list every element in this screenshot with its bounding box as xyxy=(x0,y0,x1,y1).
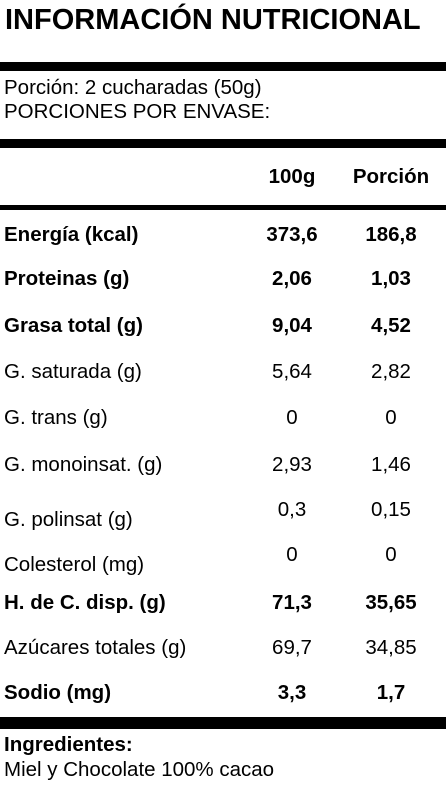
nutrient-value-100g: 69,7 xyxy=(272,636,312,659)
table-row: G. polinsat (g) 0,3 0,15 xyxy=(0,498,446,538)
serving-size: Porción: 2 cucharadas (50g) xyxy=(4,76,262,99)
column-header-100g: 100g xyxy=(268,165,316,188)
nutrient-name: G. saturada (g) xyxy=(4,360,142,383)
nutrient-value-100g: 9,04 xyxy=(272,314,312,337)
nutrient-value-serving: 0,15 xyxy=(371,498,411,521)
nutrient-value-serving: 35,65 xyxy=(365,591,417,614)
servings-per-package: PORCIONES POR ENVASE: xyxy=(4,100,271,123)
table-row: Sodio (mg) 3,3 1,7 xyxy=(0,681,446,721)
nutrient-value-serving: 4,52 xyxy=(371,314,411,337)
nutrient-value-serving: 1,7 xyxy=(376,681,406,704)
nutrient-name: G. monoinsat. (g) xyxy=(4,453,163,476)
column-header-serving: Porción xyxy=(352,165,430,188)
nutrient-value-100g: 2,06 xyxy=(272,267,312,290)
nutrient-name: G. polinsat (g) xyxy=(4,508,133,531)
nutrient-value-100g: 0 xyxy=(286,543,298,566)
table-row: G. monoinsat. (g) 2,93 1,46 xyxy=(0,453,446,493)
table-row: Grasa total (g) 9,04 4,52 xyxy=(0,314,446,354)
table-row: G. trans (g) 0 0 xyxy=(0,406,446,446)
nutrient-value-serving: 1,46 xyxy=(371,453,411,476)
table-row: H. de C. disp. (g) 71,3 35,65 xyxy=(0,591,446,631)
nutrient-value-100g: 0 xyxy=(286,406,298,429)
nutrient-name: Energía (kcal) xyxy=(4,223,139,246)
nutrient-value-100g: 2,93 xyxy=(272,453,312,476)
nutrient-value-100g: 0,3 xyxy=(277,498,307,521)
ingredients-text: Miel y Chocolate 100% cacao xyxy=(4,758,275,781)
nutrient-name: Sodio (mg) xyxy=(4,681,112,704)
nutrient-name: Proteinas (g) xyxy=(4,267,130,290)
ingredients-title: Ingredientes: xyxy=(4,733,133,756)
nutrient-value-serving: 0 xyxy=(385,543,397,566)
table-row: G. saturada (g) 5,64 2,82 xyxy=(0,360,446,400)
nutrient-name: Grasa total (g) xyxy=(4,314,143,337)
table-row: Energía (kcal) 373,6 186,8 xyxy=(0,223,446,263)
nutrient-value-serving: 186,8 xyxy=(365,223,417,246)
nutrient-name: G. trans (g) xyxy=(4,406,108,429)
nutrient-value-serving: 1,03 xyxy=(371,267,411,290)
ingredients-divider-bar xyxy=(0,717,446,729)
table-row: Colesterol (mg) 0 0 xyxy=(0,543,446,583)
nutrient-name: Colesterol (mg) xyxy=(4,553,145,576)
nutrient-value-serving: 2,82 xyxy=(371,360,411,383)
top-thick-bar xyxy=(0,62,446,71)
nutrient-name: Azúcares totales (g) xyxy=(4,636,187,659)
table-row: Proteinas (g) 2,06 1,03 xyxy=(0,267,446,307)
nutrient-value-100g: 3,3 xyxy=(277,681,307,704)
serving-divider-bar xyxy=(0,139,446,148)
header-divider-bar xyxy=(0,205,446,210)
nutrient-value-100g: 373,6 xyxy=(266,223,318,246)
nutrient-value-serving: 34,85 xyxy=(365,636,417,659)
nutrient-value-100g: 71,3 xyxy=(272,591,312,614)
nutrient-name: H. de C. disp. (g) xyxy=(4,591,166,614)
label-title: INFORMACIÓN NUTRICIONAL xyxy=(5,4,421,36)
nutrient-value-serving: 0 xyxy=(385,406,397,429)
nutrient-value-100g: 5,64 xyxy=(272,360,312,383)
table-row: Azúcares totales (g) 69,7 34,85 xyxy=(0,636,446,676)
